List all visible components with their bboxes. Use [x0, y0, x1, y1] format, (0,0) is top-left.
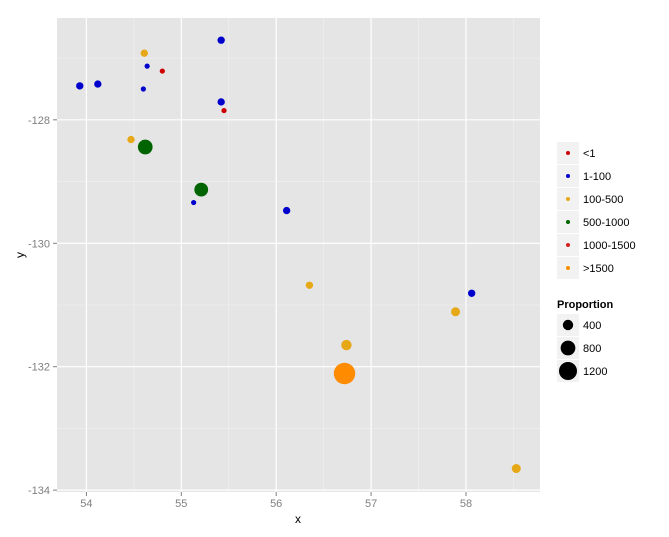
data-point [194, 182, 209, 197]
data-point [127, 135, 135, 144]
data-point [341, 339, 352, 351]
data-point [94, 80, 102, 88]
axis-ticks: 54 55 56 57 58 -128 -130 -132 -134 [28, 115, 472, 510]
legend-swatch [566, 220, 570, 224]
data-point [217, 98, 225, 106]
legend-swatch [566, 266, 570, 270]
y-tick-label: -132 [28, 362, 50, 374]
x-tick-label: 57 [365, 498, 377, 510]
data-point [76, 82, 84, 90]
colour-legend: <1 1-100 100-500 500-1000 1000-1500 >1500 [557, 142, 636, 279]
data-point [511, 464, 521, 474]
legend-swatch [566, 197, 570, 201]
size-legend-label: 800 [583, 343, 601, 355]
y-tick-label: -130 [28, 238, 50, 250]
data-point [140, 49, 148, 57]
x-tick-label: 58 [460, 498, 472, 510]
x-axis-label: x [295, 512, 301, 526]
data-points [76, 36, 521, 474]
legend-label: 1-100 [583, 171, 611, 183]
legend-label: <1 [583, 148, 596, 160]
x-tick-label: 56 [270, 498, 282, 510]
size-legend-swatch [558, 361, 578, 381]
data-point [217, 36, 225, 44]
data-point [159, 68, 165, 74]
size-legend-label: 400 [583, 320, 601, 332]
y-tick-label: -134 [28, 485, 50, 497]
data-point [191, 199, 197, 206]
data-point [282, 206, 291, 215]
data-point [305, 281, 314, 289]
size-legend-label: 1200 [583, 366, 607, 378]
legend-label: 100-500 [583, 194, 623, 206]
data-point [140, 86, 146, 92]
legend-swatch [566, 174, 570, 178]
y-axis-label: y [13, 252, 27, 258]
data-point [451, 307, 461, 317]
x-tick-label: 55 [175, 498, 187, 510]
size-legend: 400 800 1200 [557, 314, 607, 382]
x-tick-label: 54 [80, 498, 92, 510]
size-legend-swatch [560, 340, 576, 356]
size-legend-title: Proportion [557, 299, 613, 311]
data-point [144, 63, 150, 69]
legend-label: 500-1000 [583, 217, 630, 229]
data-point [333, 362, 356, 385]
legend-label: 1000-1500 [583, 240, 636, 252]
data-point [137, 139, 153, 155]
legend-swatch [566, 151, 570, 155]
legend-swatch [566, 243, 570, 247]
size-legend-swatch [562, 319, 574, 331]
data-point [468, 289, 476, 297]
gridlines [57, 18, 540, 492]
plot-panel [57, 18, 540, 492]
y-tick-label: -128 [28, 115, 50, 127]
data-point [221, 107, 227, 114]
legend-label: >1500 [583, 263, 614, 275]
